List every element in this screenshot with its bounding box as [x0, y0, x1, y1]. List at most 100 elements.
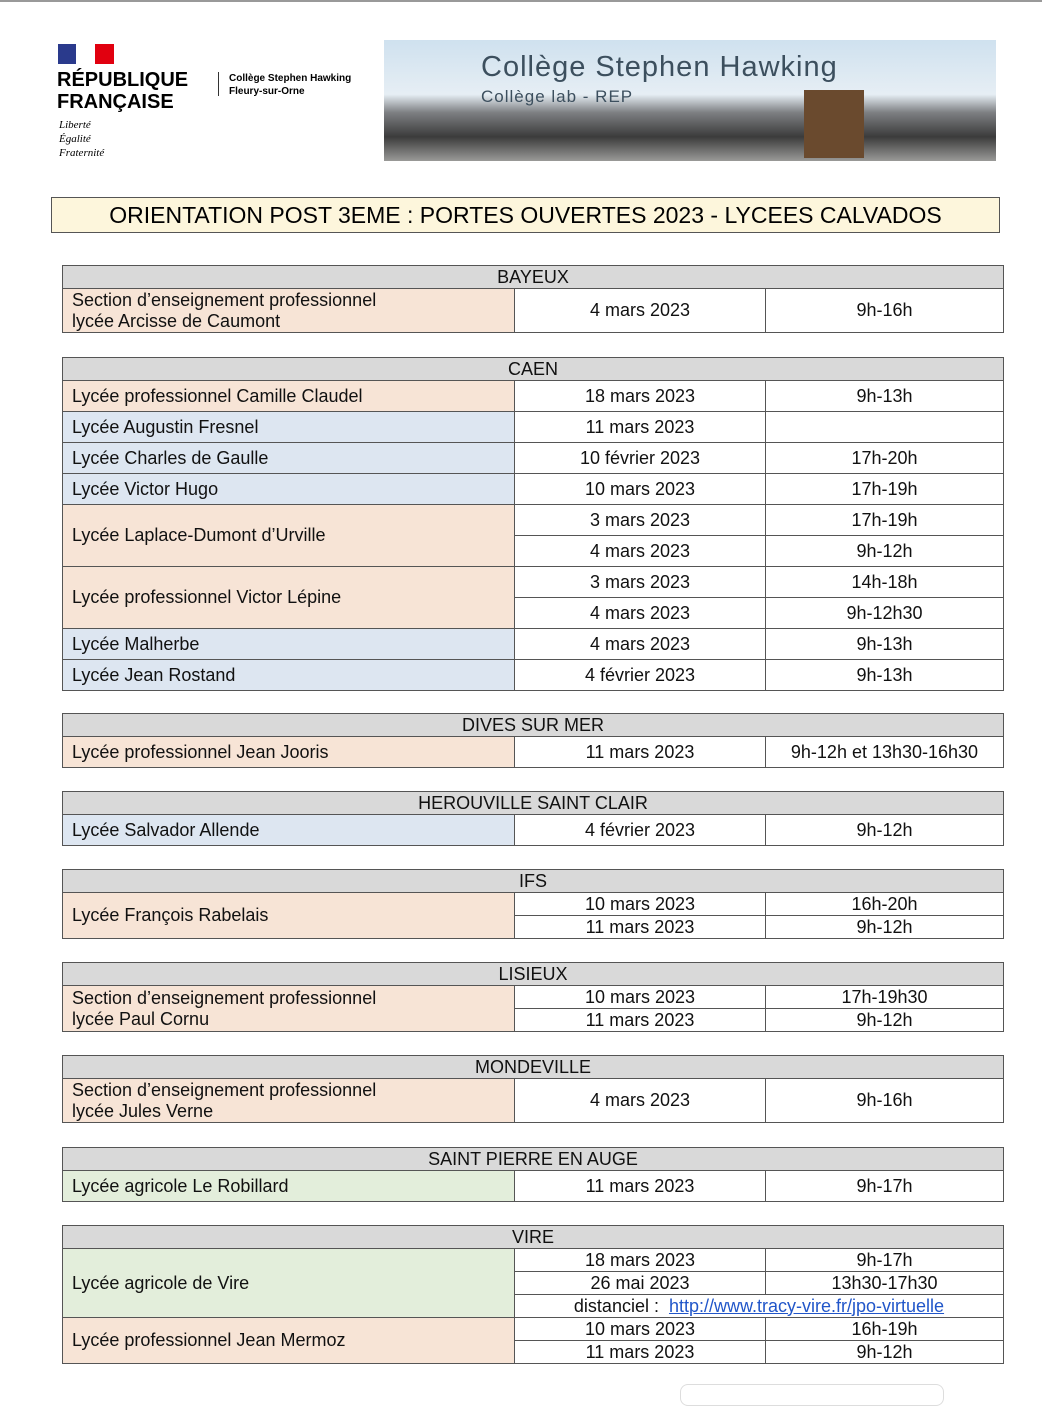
date: 26 mai 2023 — [514, 1271, 766, 1295]
row: 11 mars 2023 9h-12h — [63, 1008, 1004, 1032]
row: Lycée Jean Rostand 4 février 2023 9h-13h — [62, 659, 1004, 691]
time: 16h-20h — [765, 892, 1004, 916]
section-table: SAINT PIERRE EN AUGE Lycée agricole Le Ro… — [62, 1147, 1004, 1202]
date: 11 mars 2023 — [514, 411, 766, 443]
date: 18 mars 2023 — [514, 380, 766, 412]
school-line: Fleury-sur-Orne — [229, 86, 305, 97]
divider — [218, 72, 219, 96]
row: distanciel : http://www.tracy-vire.fr/jp… — [63, 1294, 1004, 1318]
date: 4 mars 2023 — [514, 628, 766, 660]
time: 9h-17h — [765, 1248, 1004, 1272]
row: Lycée professionnel Victor Lépine 3 mars … — [62, 566, 1004, 629]
time: 17h-20h — [765, 442, 1004, 474]
row: Lycée professionnel Camille Claudel 18 ma… — [62, 380, 1004, 412]
time: 9h-12h — [765, 1008, 1004, 1032]
time: 9h-17h — [765, 1170, 1004, 1202]
row: 26 mai 2023 13h30-17h30 — [63, 1271, 1004, 1295]
time: 14h-18h — [765, 566, 1004, 598]
row: Lycée Laplace-Dumont d’Urville 3 mars 202… — [62, 504, 1004, 567]
school-name-line: Section d’enseignement professionnel — [72, 1079, 377, 1100]
time: 9h-12h30 — [765, 597, 1004, 629]
section-table: CAEN Lycée professionnel Camille Claudel 1… — [62, 357, 1004, 691]
time: 16h-19h — [765, 1317, 1004, 1341]
school-name-line: Lycée agricole de Vire — [72, 1272, 250, 1293]
section-table: HEROUVILLE SAINT CLAIR Lycée Salvador All… — [62, 791, 1004, 846]
school-name-line: Lycée Augustin Fresnel — [72, 416, 259, 437]
school-name: Lycée professionnel Jean Jooris — [62, 736, 515, 768]
school-name-line: lycée Arcisse de Caumont — [72, 310, 281, 331]
motto-line: Liberté — [59, 119, 91, 131]
city-row: DIVES SUR MER — [62, 713, 1004, 737]
city: CAEN — [62, 357, 1004, 381]
section-table: VIRE Lycée agricole de Vire 18 mars 2023 9h… — [62, 1225, 1004, 1364]
date: 10 février 2023 — [514, 442, 766, 474]
date: 3 mars 2023 — [514, 566, 766, 598]
row: Lycée Malherbe 4 mars 2023 9h-13h — [62, 628, 1004, 660]
row: Lycée Augustin Fresnel 11 mars 2023 — [62, 411, 1004, 443]
republic-line: RÉPUBLIQUE — [57, 69, 189, 91]
section-table: MONDEVILLE Section d’enseignement profess… — [62, 1055, 1004, 1123]
school-name-line: Lycée professionnel Camille Claudel — [72, 385, 363, 406]
scroll-widget — [680, 1384, 944, 1406]
section-table: LISIEUX Section d’enseignement profession… — [62, 962, 1004, 1032]
school-name-line: lycée Paul Cornu — [72, 1008, 210, 1029]
date: 4 mars 2023 — [514, 1078, 766, 1123]
date: 3 mars 2023 — [514, 504, 766, 536]
school-name: Section d’enseignement professionnel lycé… — [62, 985, 515, 1032]
city-row: SAINT PIERRE EN AUGE — [62, 1147, 1004, 1171]
city: HEROUVILLE SAINT CLAIR — [62, 791, 1004, 815]
distanciel-link[interactable]: http://www.tracy-vire.fr/jpo-virtuelle — [668, 1295, 945, 1316]
school-name: Lycée Charles de Gaulle — [62, 442, 515, 474]
school-name: Lycée agricole de Vire — [62, 1248, 515, 1318]
city-row: CAEN — [62, 357, 1004, 381]
republic: RÉPUBLIQUE FRANÇAISE — [57, 69, 188, 113]
school-name: Lycée professionnel Victor Lépine — [62, 566, 515, 629]
time: 9h-13h — [765, 628, 1004, 660]
city: IFS — [62, 869, 1004, 893]
date: 4 février 2023 — [514, 814, 766, 846]
row: Lycée professionnel Jean Mermoz 10 mars 2… — [62, 1317, 1004, 1364]
city-row: LISIEUX — [62, 962, 1004, 986]
motto: Liberté Égalité Fraternité — [59, 118, 104, 160]
school-name: Lycée Jean Rostand — [62, 659, 515, 691]
time: 9h-12h — [765, 814, 1004, 846]
school-name: Lycée agricole Le Robillard — [62, 1170, 515, 1202]
school-name: Collège Stephen Hawking Fleury-sur-Orne — [229, 72, 351, 98]
school-name-line: Lycée Charles de Gaulle — [72, 447, 269, 468]
date: 11 mars 2023 — [514, 736, 766, 768]
time: 17h-19h30 — [765, 985, 1004, 1009]
republic-line: FRANÇAISE — [57, 91, 174, 113]
building — [804, 90, 864, 158]
distanciel-label: distanciel : — [573, 1295, 659, 1316]
city: VIRE — [62, 1225, 1004, 1249]
school-name-line: Lycée professionnel Victor Lépine — [72, 587, 342, 607]
row: Lycée Salvador Allende 4 février 2023 9h-1… — [62, 814, 1004, 846]
section-table: DIVES SUR MER Lycée professionnel Jean Jo… — [62, 713, 1004, 768]
city: DIVES SUR MER — [62, 713, 1004, 737]
section-table: BAYEUX Section d’enseignement professionn… — [62, 265, 1004, 333]
date: 10 mars 2023 — [514, 473, 766, 505]
date: 4 mars 2023 — [514, 597, 766, 629]
row: Lycée François Rabelais 10 mars 2023 16h-2… — [62, 892, 1004, 939]
city-row: HEROUVILLE SAINT CLAIR — [62, 791, 1004, 815]
city-row: MONDEVILLE — [62, 1055, 1004, 1079]
school-name: Lycée Malherbe — [62, 628, 515, 660]
time: 17h-19h — [765, 504, 1004, 536]
date: 11 mars 2023 — [514, 1170, 766, 1202]
school-name-line: Section d’enseignement professionnel — [72, 289, 377, 310]
school-name-line: Lycée Malherbe — [72, 633, 200, 654]
city-row: VIRE — [62, 1225, 1004, 1249]
school-name-line: Lycée agricole Le Robillard — [72, 1175, 289, 1196]
school-name: Lycée François Rabelais — [62, 892, 515, 939]
school-name-line: Lycée Jean Rostand — [72, 664, 236, 685]
school-name-line: Lycée Victor Hugo — [72, 478, 219, 499]
row: Section d’enseignement professionnel lycé… — [62, 1078, 1004, 1123]
top-border — [0, 0, 1042, 2]
school-name: Lycée professionnel Jean Mermoz — [62, 1317, 515, 1364]
date: 10 mars 2023 — [514, 985, 766, 1009]
banner-subtitle: Collège lab - REP — [481, 87, 634, 106]
time: 9h-12h — [765, 1340, 1004, 1364]
time: 13h30-17h30 — [765, 1271, 1004, 1295]
school-name: Lycée Salvador Allende — [62, 814, 515, 846]
